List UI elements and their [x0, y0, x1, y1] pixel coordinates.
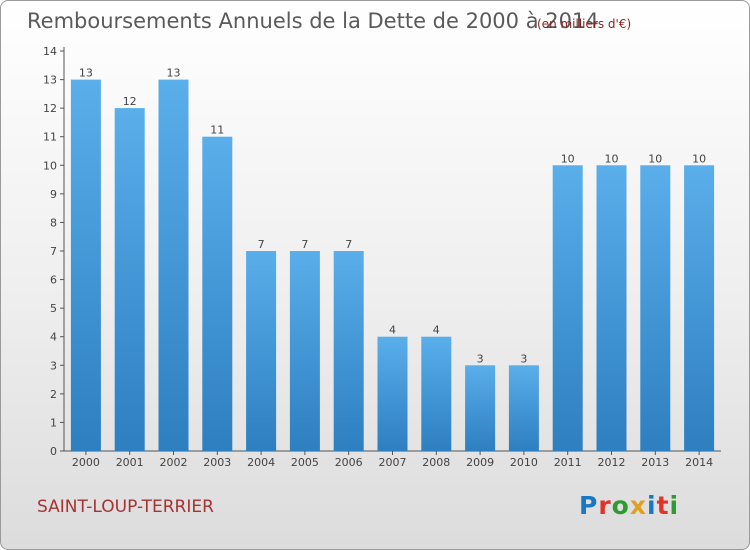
- x-tick-label-2008: 2008: [422, 456, 450, 469]
- x-tick-label-2001: 2001: [116, 456, 144, 469]
- y-tick-label: 4: [50, 331, 57, 344]
- data-label-2004: 7: [258, 238, 265, 251]
- bar-2002: [158, 79, 189, 451]
- logo-letter: t: [656, 491, 670, 520]
- y-tick-label: 9: [50, 188, 57, 201]
- chart-unit: (en milliers d'€): [537, 17, 632, 31]
- x-tick-label-2011: 2011: [554, 456, 582, 469]
- y-tick-label: 12: [43, 102, 57, 115]
- data-label-2010: 3: [520, 352, 527, 365]
- data-label-2014: 10: [692, 152, 706, 165]
- y-tick-label: 6: [50, 274, 57, 287]
- bar-2007: [377, 336, 408, 451]
- y-tick-label: 10: [43, 159, 57, 172]
- data-label-2003: 11: [210, 124, 224, 137]
- data-label-2002: 13: [167, 67, 181, 80]
- data-label-2013: 10: [648, 152, 662, 165]
- y-tick-label: 0: [50, 445, 57, 458]
- x-tick-label-2012: 2012: [598, 456, 626, 469]
- y-tick-label: 8: [50, 216, 57, 229]
- x-tick-label-2006: 2006: [335, 456, 363, 469]
- x-tick-label-2007: 2007: [379, 456, 407, 469]
- y-tick-label: 11: [43, 131, 57, 144]
- y-tick-label: 2: [50, 388, 57, 401]
- logo-letter: x: [629, 491, 647, 520]
- y-tick-label: 3: [50, 359, 57, 372]
- data-label-2009: 3: [477, 352, 484, 365]
- data-label-2008: 4: [433, 324, 440, 337]
- bar-2012: [596, 165, 627, 452]
- bar-2014: [684, 165, 715, 452]
- bar-2005: [289, 251, 320, 451]
- bar-2009: [465, 365, 496, 451]
- x-tick-label-2013: 2013: [641, 456, 669, 469]
- x-tick-label-2003: 2003: [203, 456, 231, 469]
- y-tick-label: 5: [50, 302, 57, 315]
- data-label-2006: 7: [345, 238, 352, 251]
- bar-2000: [70, 79, 101, 451]
- chart-title: Remboursements Annuels de la Dette de 20…: [27, 9, 599, 33]
- y-tick-label: 14: [43, 45, 57, 58]
- x-tick-label-2002: 2002: [160, 456, 188, 469]
- bar-2006: [333, 251, 364, 451]
- logo-letter: o: [611, 491, 630, 520]
- logo-letter: i: [647, 491, 657, 520]
- x-tick-label-2004: 2004: [247, 456, 275, 469]
- x-tick-label-2000: 2000: [72, 456, 100, 469]
- bar-2011: [552, 165, 583, 452]
- logo-letter: P: [579, 491, 599, 520]
- logo-letter: r: [598, 491, 612, 520]
- y-tick-label: 1: [50, 416, 57, 429]
- commune-name: SAINT-LOUP-TERRIER: [37, 497, 214, 517]
- y-tick-label: 7: [50, 245, 57, 258]
- data-label-2005: 7: [301, 238, 308, 251]
- y-tick-label: 13: [43, 74, 57, 87]
- data-label-2001: 12: [123, 95, 137, 108]
- bar-2013: [640, 165, 671, 452]
- bar-2001: [114, 108, 145, 451]
- bar-2008: [421, 336, 452, 451]
- bar-2004: [246, 251, 277, 451]
- data-label-2012: 10: [605, 152, 619, 165]
- data-label-2000: 13: [79, 67, 93, 80]
- x-tick-label-2009: 2009: [466, 456, 494, 469]
- bar-2003: [202, 136, 233, 451]
- x-tick-label-2014: 2014: [685, 456, 713, 469]
- x-tick-label-2005: 2005: [291, 456, 319, 469]
- bar-2010: [508, 365, 539, 451]
- data-label-2011: 10: [561, 152, 575, 165]
- data-label-2007: 4: [389, 324, 396, 337]
- x-tick-label-2010: 2010: [510, 456, 538, 469]
- proxiti-logo[interactable]: Proxiti: [579, 491, 679, 520]
- logo-letter: i: [669, 491, 680, 520]
